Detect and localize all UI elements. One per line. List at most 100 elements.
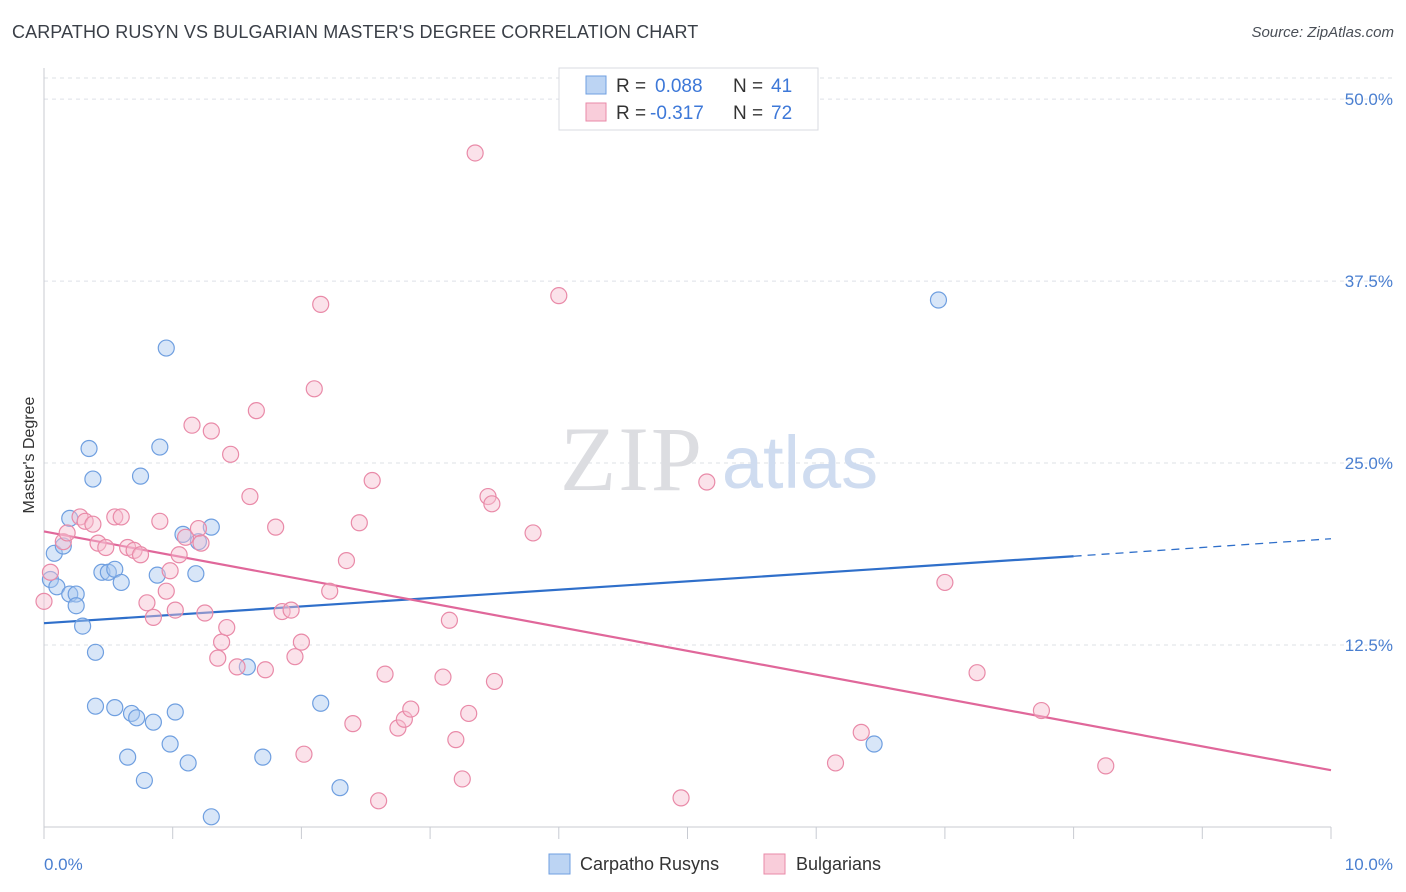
watermark: ZIP atlas	[560, 408, 878, 510]
y-axis-title: Master's Degree	[21, 396, 38, 513]
tick-labels: 12.5% 25.0% 37.5% 50.0% 0.0% 10.0%	[44, 90, 1393, 874]
rusyn-point-26	[157, 339, 175, 357]
rusyn-point-23	[144, 713, 162, 731]
rusyn-trend-line	[43, 555, 1074, 625]
rusyn-point-33	[202, 518, 220, 536]
bulgarian-point-64	[672, 789, 690, 807]
bulgarian-point-27	[209, 649, 227, 667]
rusyn-point-1	[45, 544, 63, 562]
bulgarian-point-54	[440, 611, 459, 629]
x-tick-label-1: 10.0%	[1345, 855, 1393, 874]
x-tick-label-0: 0.0%	[44, 855, 83, 874]
bulgarian-trend-line	[43, 530, 1332, 772]
legend-n-value-2: 72	[771, 103, 792, 124]
rusyn-point-30	[179, 754, 197, 772]
rusyn-point-37	[312, 694, 330, 712]
rusyn-point-29	[174, 525, 192, 543]
bulgarian-point-31	[228, 658, 246, 676]
bulgarian-point-41	[305, 380, 323, 398]
bulgarian-point-35	[267, 518, 285, 536]
bulgarian-point-53	[434, 668, 452, 686]
bulgarian-point-63	[550, 287, 568, 305]
bulgarian-point-8	[97, 538, 115, 557]
bulgarian-point-39	[292, 633, 310, 651]
legend-n-label-2: N =	[733, 103, 763, 124]
y-tick-label-2: 37.5%	[1345, 272, 1393, 291]
rusyn-trend-extension	[1073, 538, 1332, 557]
source-label: Source: ZipAtlas.com	[1251, 24, 1394, 41]
bulgarian-point-2	[54, 533, 72, 551]
legend-r-label-2: R =	[616, 103, 646, 124]
rusyn-point-40	[929, 291, 948, 309]
rusyn-point-20	[128, 709, 146, 727]
bulgarian-point-30	[222, 445, 240, 463]
bulgarian-point-16	[151, 512, 169, 530]
bulgarian-point-52	[402, 700, 420, 718]
rusyn-point-6	[67, 585, 85, 603]
rusyn-point-21	[131, 467, 150, 485]
bulgarian-point-33	[247, 402, 265, 420]
legend-n-label-1: N =	[733, 76, 763, 97]
legend-swatch-blue	[585, 75, 607, 95]
legend-swatch-pink	[585, 102, 607, 122]
rusyn-point-31	[187, 565, 205, 583]
bulgarian-point-21	[176, 528, 195, 546]
series-legend: Carpatho Rusyns Bulgarians	[548, 853, 881, 875]
rusyn-point-9	[80, 439, 98, 458]
bulgarian-point-46	[350, 514, 368, 532]
bulgarian-point-3	[58, 524, 76, 542]
y-tick-label-1: 25.0%	[1345, 454, 1393, 473]
bulgarian-point-14	[138, 594, 156, 612]
bulgarian-point-48	[370, 792, 388, 810]
watermark-zip: ZIP	[560, 408, 704, 510]
bulgarian-point-22	[183, 416, 201, 434]
bulgarian-point-24	[192, 534, 210, 552]
bulgarian-point-13	[131, 546, 150, 564]
gridlines	[44, 77, 1392, 646]
bulgarian-point-69	[968, 664, 986, 682]
bulgarian-point-23	[189, 519, 208, 538]
bulgarian-point-15	[144, 608, 162, 626]
rusyn-point-2	[48, 578, 66, 596]
bulgarian-point-66	[826, 754, 845, 772]
bulgarian-point-32	[241, 487, 259, 506]
bulgarian-point-44	[337, 551, 356, 570]
bulgarian-point-18	[161, 562, 179, 580]
rusyn-point-39	[865, 735, 883, 753]
rusyn-point-17	[112, 573, 130, 592]
rusyn-point-36	[254, 748, 272, 766]
rusyn-point-8	[74, 617, 92, 635]
y-tick-label-0: 12.5%	[1345, 636, 1393, 655]
bulgarian-point-68	[936, 573, 954, 592]
bulgarian-point-58	[466, 144, 484, 162]
rusyn-point-24	[148, 566, 166, 584]
legend-r-label-1: R =	[616, 76, 646, 97]
rusyn-point-16	[106, 699, 124, 717]
bulgarian-point-62	[524, 524, 542, 542]
bulgarian-point-40	[295, 745, 313, 763]
bulgarian-point-10	[112, 508, 130, 526]
rusyn-point-7	[67, 597, 85, 615]
rusyn-point-3	[54, 537, 72, 555]
series-legend-label-blue: Carpatho Rusyns	[580, 854, 719, 874]
bulgarian-point-47	[363, 471, 381, 490]
bulgarian-point-71	[1097, 757, 1115, 775]
rusyn-point-34	[202, 808, 220, 826]
rusyn-point-27	[161, 735, 179, 753]
legend-n-value-1: 41	[771, 76, 792, 97]
rusyn-point-10	[84, 470, 102, 488]
bulgarian-point-65	[698, 473, 716, 491]
legend-r-value-2: -0.317	[650, 103, 704, 124]
bulgarian-point-56	[453, 770, 471, 788]
bulgarian-point-26	[202, 422, 220, 440]
bulgarian-point-55	[447, 731, 465, 749]
bulgarian-point-50	[389, 719, 407, 737]
series-legend-swatch-blue	[548, 853, 571, 875]
bulgarian-point-51	[395, 710, 413, 728]
bulgarian-point-20	[170, 546, 188, 564]
rusyn-point-28	[166, 703, 184, 721]
bulgarian-point-17	[157, 582, 175, 600]
rusyn-point-13	[93, 563, 111, 581]
rusyn-point-38	[331, 779, 349, 797]
